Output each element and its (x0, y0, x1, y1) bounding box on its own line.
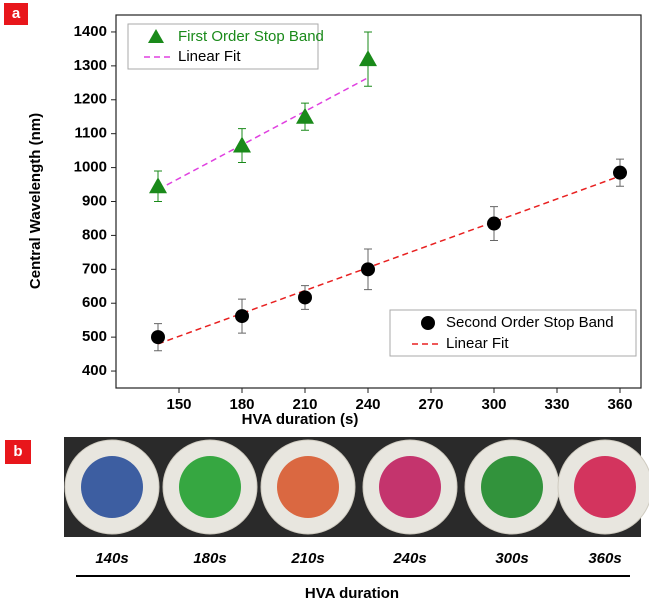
y-tick-label: 800 (82, 226, 107, 243)
x-axis-label: HVA duration (s) (242, 411, 359, 428)
figure: a HVA duration (s) Central Wavelength (n… (0, 0, 649, 602)
dish-film (574, 456, 636, 518)
axis-label: HVA duration (305, 585, 399, 602)
data-point (361, 262, 375, 276)
dish-film (81, 456, 143, 518)
y-tick-label: 400 (82, 362, 107, 379)
dish-film (481, 456, 543, 518)
legend-label: Second Order Stop Band (446, 314, 614, 331)
dish-film (379, 456, 441, 518)
y-tick-label: 1300 (74, 57, 107, 74)
x-tick-label: 270 (418, 396, 443, 413)
sample-label: 360s (588, 550, 621, 567)
data-point (298, 290, 312, 304)
data-point (359, 50, 377, 66)
sample-label: 300s (495, 550, 528, 567)
y-tick-label: 700 (82, 260, 107, 277)
y-tick-label: 500 (82, 328, 107, 345)
y-axis-label: Central Wavelength (nm) (27, 113, 44, 289)
y-tick-label: 1400 (74, 23, 107, 40)
y-tick-label: 1200 (74, 91, 107, 108)
legend-label: First Order Stop Band (178, 28, 324, 45)
sample-label: 210s (290, 550, 324, 567)
x-tick-label: 210 (292, 396, 317, 413)
x-tick-label: 150 (166, 396, 191, 413)
data-point (613, 166, 627, 180)
legend-label: Linear Fit (178, 48, 241, 65)
data-point (487, 217, 501, 231)
dish-film (179, 456, 241, 518)
sample-label: 180s (193, 550, 226, 567)
x-tick-label: 300 (481, 396, 506, 413)
data-point (151, 330, 165, 344)
y-tick-label: 600 (82, 294, 107, 311)
x-tick-label: 180 (229, 396, 254, 413)
data-point (296, 108, 314, 124)
x-tick-label: 240 (355, 396, 380, 413)
y-tick-label: 1000 (74, 159, 107, 176)
x-tick-label: 330 (544, 396, 569, 413)
sample-label: 240s (392, 550, 426, 567)
y-tick-label: 900 (82, 192, 107, 209)
legend-label: Linear Fit (446, 335, 509, 352)
dish-film (277, 456, 339, 518)
fit-line (158, 78, 368, 190)
data-point (233, 137, 251, 153)
legend-marker (421, 316, 435, 330)
sample-label: 140s (95, 550, 128, 567)
y-tick-label: 1100 (74, 125, 107, 142)
data-point (149, 177, 167, 193)
panel-label: b (13, 443, 22, 460)
data-point (235, 309, 249, 323)
panel-label: a (12, 5, 21, 22)
x-tick-label: 360 (607, 396, 632, 413)
